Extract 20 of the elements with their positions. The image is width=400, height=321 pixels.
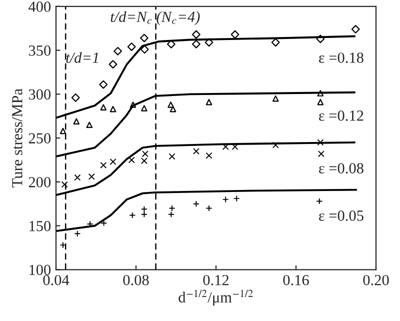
y-tick-label: 350 (28, 45, 51, 56)
y-tick-label: 400 (28, 2, 51, 12)
y-tick-label: 200 (28, 177, 51, 188)
x-tick-label: 0.20 (363, 274, 389, 286)
x-tick-label: 0.04 (43, 274, 70, 286)
annotation: ε =0.05 (318, 210, 364, 221)
x-tick-label: 0.08 (123, 274, 149, 286)
y-tick-label: 250 (28, 133, 51, 144)
x-axis-title: d$^{−1/2}$/μm$^{−1/2}$ (178, 290, 253, 306)
y-tick-label: 300 (28, 89, 51, 100)
annotation: ε =0.08 (318, 163, 364, 174)
x-tick-label: 0.16 (283, 274, 309, 286)
y-tick-label: 150 (30, 220, 51, 232)
annotation: t/d=1 (66, 52, 98, 63)
x-tick-label: 0.12 (203, 274, 229, 286)
y-tick-label: 100 (30, 264, 51, 276)
annotation: ε =0.12 (318, 110, 364, 121)
annotation: ε =0.18 (318, 52, 364, 63)
y-axis-title: Ture stress/MPa (12, 88, 22, 188)
annotation: t/d=N$_{c}$ (N$_{c}$=4) (110, 11, 200, 26)
